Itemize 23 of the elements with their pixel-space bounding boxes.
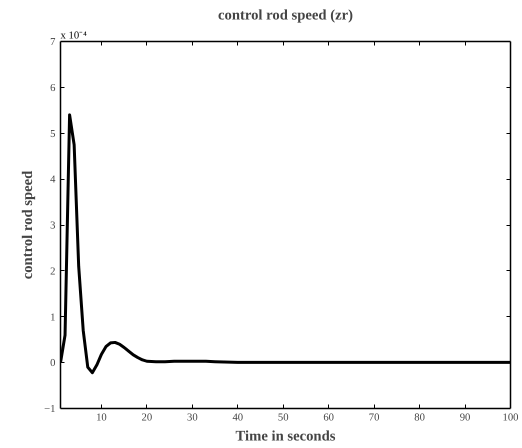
- x-tick-label: 10: [96, 412, 107, 424]
- x-tick-label: 20: [142, 412, 152, 424]
- y-tick-label: 1: [50, 312, 56, 324]
- x-tick-label: 80: [414, 412, 425, 424]
- y-tick-label: 0: [50, 358, 56, 370]
- x-tick-label: 40: [232, 412, 244, 424]
- y-tick-label: 4: [50, 174, 56, 186]
- y-axis-title: control rod speed: [20, 170, 36, 280]
- x-tick-label: 90: [460, 412, 470, 424]
- x-tick-label: 50: [278, 412, 289, 424]
- x-tick-label: 60: [323, 412, 334, 424]
- x-axis-title: Time in seconds: [236, 428, 336, 444]
- y-tick-label: 5: [50, 128, 56, 140]
- y-tick-label: 7: [50, 37, 56, 48]
- x-tick-label: 100: [502, 412, 518, 424]
- y-tick-label: 6: [50, 82, 56, 94]
- text: x 10⁻⁴: [60, 30, 88, 42]
- y-tick-label: −1: [44, 404, 56, 415]
- y-tick-label: 3: [50, 220, 56, 232]
- chart-title: control rod speed (zr): [218, 8, 354, 24]
- x-tick-label: 30: [186, 412, 198, 424]
- y-tick-label: 2: [50, 266, 56, 278]
- x-tick-label: 70: [368, 412, 380, 424]
